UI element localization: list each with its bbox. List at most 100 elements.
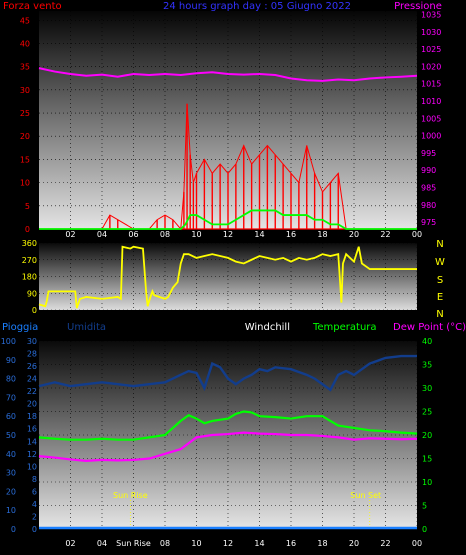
- pressure-tick-label: 1010: [421, 97, 441, 106]
- temperature-tick-label: 0: [422, 525, 427, 534]
- compass-label: N: [436, 309, 443, 320]
- wind-tick-label: 5: [25, 202, 30, 211]
- x-tick-label: 18: [317, 539, 327, 548]
- legend-entry: Windchill: [245, 322, 290, 333]
- compass-label: N: [436, 239, 443, 250]
- pressure-tick-label: 1020: [421, 62, 441, 71]
- x-tick-label: 06: [128, 230, 138, 239]
- wind-tick-label: 20: [20, 132, 30, 141]
- x-tick-label: 04: [97, 230, 107, 239]
- rain-tick-label: 16: [27, 425, 37, 434]
- temperature-legend: Pioggia Umidita Windchill Temperatura Dew Po…: [2, 322, 466, 333]
- direction-series: [38, 245, 417, 309]
- rain-tick-label: 28: [27, 350, 37, 359]
- temperature-panel: Pioggia Umidita Windchill Temperatura Dew Po…: [1, 322, 466, 548]
- x-tick-label: 22: [380, 539, 390, 548]
- compass-label: S: [437, 275, 443, 286]
- humidity-tick-label: 80: [6, 375, 16, 384]
- pressure-tick-label: 995: [421, 149, 436, 158]
- x-tick-label: 16: [286, 539, 296, 548]
- legend-entry: Pioggia: [2, 322, 38, 333]
- compass-label: E: [437, 292, 443, 303]
- wind-tick-label: 0: [25, 225, 30, 234]
- x-tick-label: 02: [65, 539, 75, 548]
- humidity-tick-label: 10: [6, 506, 16, 515]
- direction-tick-label: 360: [22, 239, 37, 248]
- pressure-tick-label: 1015: [421, 80, 441, 89]
- wind-grid: [39, 11, 418, 230]
- temperature-y-ticks: 0 5 10 15 20 25 30 35 40: [422, 337, 432, 534]
- sun-rise-label: Sun Rise: [113, 491, 148, 500]
- temperature-tick-label: 5: [422, 502, 427, 511]
- humidity-line: [38, 354, 417, 392]
- rain-tick-label: 30: [27, 337, 37, 346]
- chart-title: 24 hours graph day : 05 Giugno 2022: [163, 1, 351, 12]
- direction-tick-label: 270: [22, 256, 37, 265]
- temperature-tick-label: 10: [422, 478, 432, 487]
- rain-tick-label: 24: [27, 375, 37, 384]
- x-tick-label: 12: [223, 539, 233, 548]
- wind-axis-label: Forza vento: [3, 1, 62, 12]
- x-tick-label: 10: [191, 539, 201, 548]
- temperature-x-ticks: 02 04 Sun Rise 08 10 12 14 16 18 20 22 00: [65, 539, 422, 548]
- humidity-tick-label: 30: [6, 469, 16, 478]
- rain-tick-label: 26: [27, 362, 37, 371]
- x-tick-label: Sun Rise: [116, 539, 151, 548]
- direction-tick-label: 180: [22, 273, 37, 282]
- x-tick-label: 08: [160, 539, 170, 548]
- temperature-tick-label: 40: [422, 337, 432, 346]
- pressure-tick-label: 1025: [421, 45, 441, 54]
- pressure-axis-label: Pressione: [394, 1, 442, 12]
- humidity-tick-label: 70: [6, 393, 16, 402]
- rain-tick-label: 12: [27, 450, 37, 459]
- humidity-tick-label: 100: [1, 337, 16, 346]
- rain-tick-label: 20: [27, 400, 37, 409]
- rain-tick-label: 22: [27, 387, 37, 396]
- humidity-y-ticks: 0 10 20 30 40 50 60 70 80 90 100: [1, 337, 16, 534]
- rain-tick-label: 14: [27, 437, 37, 446]
- humidity-tick-label: 0: [11, 525, 16, 534]
- rain-tick-label: 10: [27, 462, 37, 471]
- direction-tick-label: 90: [27, 289, 37, 298]
- temperature-line: [38, 410, 418, 441]
- wind-tick-label: 40: [20, 39, 30, 48]
- x-tick-label: 00: [412, 230, 422, 239]
- temperature-series: [38, 354, 418, 530]
- humidity-tick-label: 40: [6, 450, 16, 459]
- wind-tick-label: 10: [20, 179, 30, 188]
- pressure-y-ticks: 975 980 985 990 995 1000 1005 1010 1015 1020 1025 1…: [421, 10, 441, 227]
- dewpoint-line: [38, 431, 418, 462]
- temperature-grid: [39, 340, 418, 530]
- x-tick-label: 14: [254, 539, 264, 548]
- rain-tick-label: 8: [32, 475, 37, 484]
- wind-tick-label: 45: [20, 16, 30, 25]
- wind-tick-label: 25: [20, 109, 30, 118]
- rain-tick-label: 18: [27, 412, 37, 421]
- wind-x-ticks: 02 04 06 08 10 12 14 16 18 20 22 00: [65, 230, 422, 239]
- pressure-line: [38, 67, 418, 82]
- x-tick-label: 20: [349, 230, 359, 239]
- legend-entry: Umidita: [67, 322, 106, 333]
- pressure-tick-label: 1000: [421, 132, 441, 141]
- humidity-tick-label: 90: [6, 356, 16, 365]
- temperature-tick-label: 15: [422, 455, 432, 464]
- rain-tick-label: 6: [32, 487, 37, 496]
- wind-pressure-panel: 24 hours graph day : 05 Giugno 2022 Forz…: [3, 1, 442, 239]
- sun-markers: Sun Rise Sun Set: [113, 491, 381, 529]
- pressure-tick-label: 990: [421, 166, 436, 175]
- humidity-tick-label: 20: [6, 487, 16, 496]
- wind-y-ticks: 0 5 10 15 20 25 30 35 40 45: [20, 16, 30, 234]
- legend-entry: Temperatura: [312, 322, 377, 333]
- x-tick-label: 16: [286, 230, 296, 239]
- x-tick-label: 10: [191, 230, 201, 239]
- pressure-tick-label: 1005: [421, 114, 441, 123]
- x-tick-label: 18: [317, 230, 327, 239]
- compass-label: W: [435, 257, 445, 268]
- pressure-tick-label: 975: [421, 218, 436, 227]
- direction-tick-label: 0: [32, 306, 37, 315]
- wind-tick-label: 35: [20, 63, 30, 72]
- wind-tick-label: 15: [20, 155, 30, 164]
- temperature-tick-label: 25: [422, 408, 432, 417]
- rain-tick-label: 2: [32, 512, 37, 521]
